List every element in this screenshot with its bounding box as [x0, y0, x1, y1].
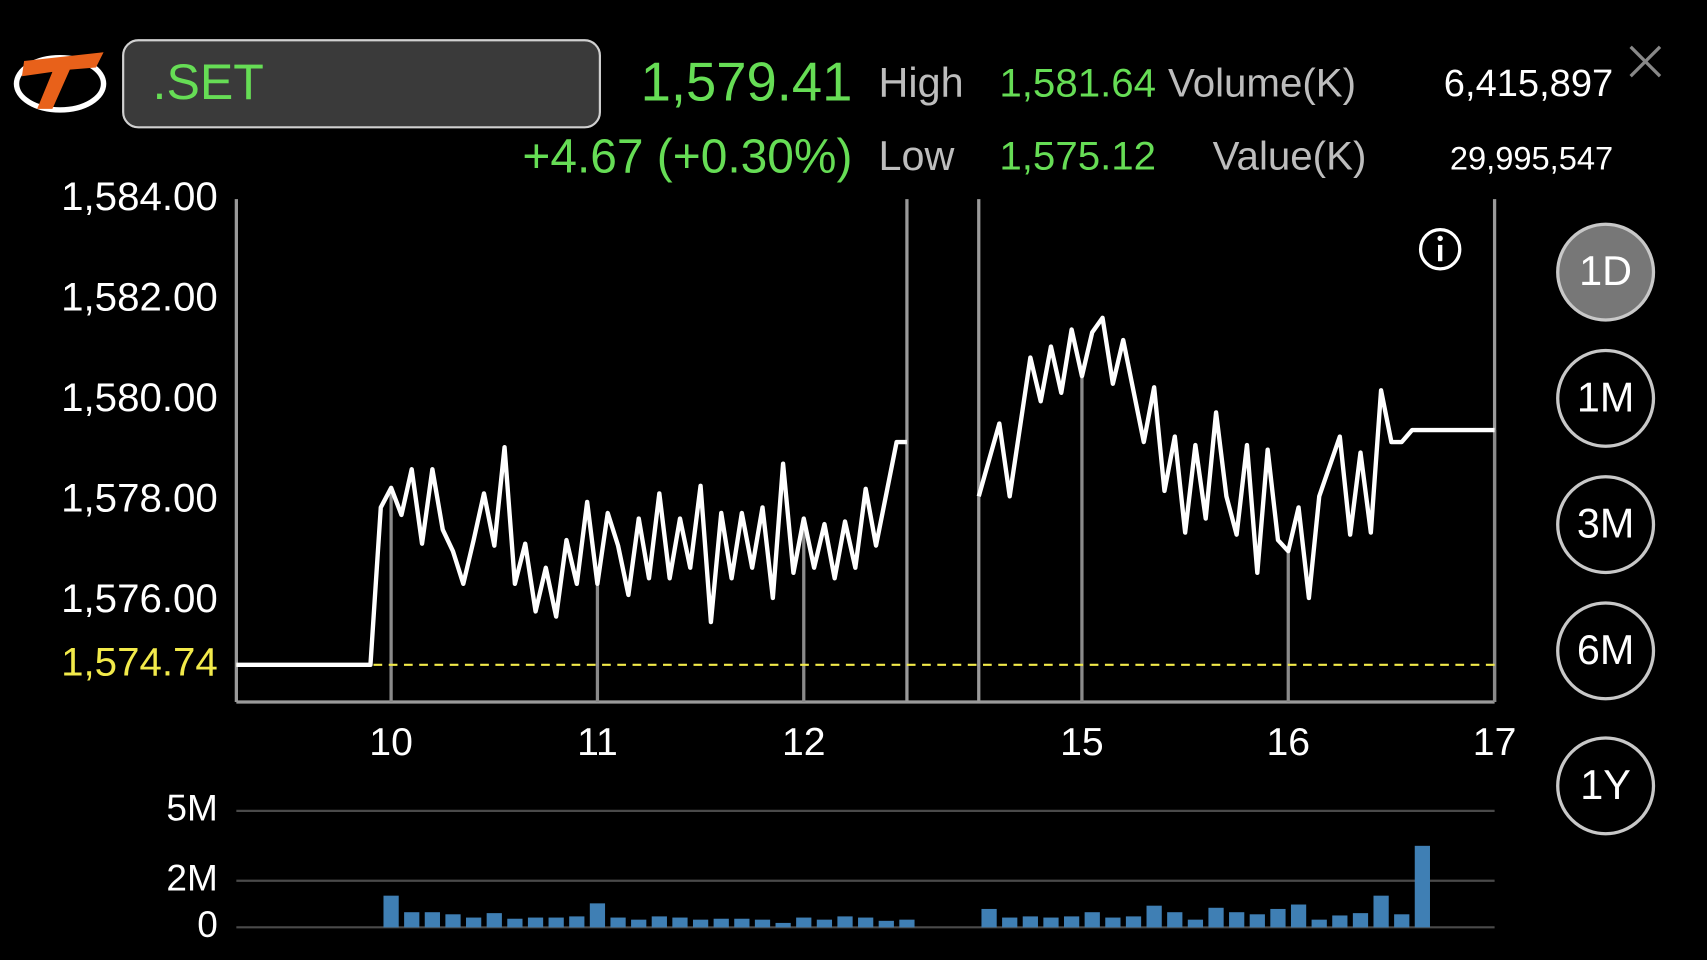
volume-bar — [796, 917, 812, 928]
volume-bar — [445, 914, 461, 928]
volume-bar — [1146, 905, 1162, 928]
volume-bar — [713, 918, 729, 928]
volume-bar — [589, 903, 606, 928]
logo — [13, 52, 107, 113]
volume-bar — [1105, 917, 1121, 928]
volume-bar — [692, 919, 709, 928]
symbol-box[interactable] — [122, 39, 601, 129]
volume-bar — [1229, 912, 1245, 928]
y-tick-label: 1,584.00 — [61, 174, 218, 219]
volume-bar — [981, 908, 997, 928]
volume-bar — [1270, 908, 1286, 928]
volume-bar — [1063, 916, 1080, 928]
low: 1,575.12 — [999, 134, 1156, 179]
y-tick-label: 1,578.00 — [61, 476, 218, 521]
close-button[interactable] — [1629, 45, 1662, 78]
period-button[interactable]: 6M — [1556, 601, 1656, 701]
period-button[interactable]: 1M — [1556, 348, 1656, 448]
volume-bar — [1084, 912, 1100, 928]
volume-bar — [1249, 914, 1265, 928]
volume-tick-label: 2M — [166, 858, 217, 899]
period-label[interactable]: 1M — [1577, 374, 1634, 420]
last-price: 1,579.41 — [641, 51, 853, 112]
volume-bar — [1352, 913, 1369, 928]
x-tick-label: 11 — [577, 721, 618, 764]
volume-bar — [527, 917, 544, 928]
period-label[interactable]: 3M — [1577, 501, 1634, 547]
volume: 6,415,897 — [1444, 63, 1613, 105]
volume-bar — [775, 922, 791, 928]
volume-bar — [569, 916, 585, 928]
period-label[interactable]: 1Y — [1580, 762, 1631, 808]
x-tick-label: 17 — [1473, 721, 1517, 764]
high-label: High — [879, 60, 964, 106]
volume-bar — [1022, 916, 1038, 928]
volume-bar — [548, 917, 564, 928]
reference-label: 1,574.74 — [61, 639, 218, 684]
volume-bar — [1125, 916, 1142, 928]
volume-bar — [1290, 904, 1307, 928]
y-tick-label: 1,576.00 — [61, 576, 218, 621]
period-button-circle[interactable] — [1556, 601, 1656, 701]
period-button-circle[interactable] — [1556, 348, 1656, 448]
volume-bar — [878, 920, 894, 928]
x-tick-label: 16 — [1266, 721, 1310, 764]
volume-bar — [1332, 915, 1348, 928]
symbol[interactable]: .SET — [153, 54, 264, 110]
volume-bar — [754, 919, 771, 928]
high: 1,581.64 — [999, 61, 1156, 106]
info-icon[interactable] — [1418, 228, 1462, 271]
volume-bar — [1208, 907, 1224, 928]
volume-bar — [383, 895, 399, 928]
volume-tick-label: 5M — [166, 788, 217, 829]
y-tick-label: 1,580.00 — [61, 375, 218, 420]
volume-bar — [1187, 919, 1204, 928]
volume-bar — [734, 918, 750, 928]
price-line — [236, 315, 1495, 667]
volume-bar — [1167, 912, 1183, 928]
period-button[interactable]: 1Y — [1556, 736, 1656, 836]
x-tick-label: 15 — [1060, 721, 1104, 764]
value-label: Value(K) — [1213, 134, 1367, 179]
plot: 1,584.00 1,582.00 1,580.00 1,578.00 1,576.00… — [61, 174, 1516, 945]
volume-bar — [631, 919, 647, 928]
volume-bar — [1373, 895, 1389, 928]
change: +4.67 (+0.30%) — [522, 131, 852, 184]
x-tick-label: 10 — [369, 721, 413, 764]
period-label[interactable]: 6M — [1577, 627, 1634, 673]
volume-bar — [858, 917, 874, 928]
volume-bar — [404, 912, 420, 928]
volume-bar — [1394, 914, 1410, 928]
volume-bar — [1002, 917, 1018, 928]
volume-label: Volume(K) — [1168, 61, 1356, 106]
volume-bar — [1311, 919, 1327, 928]
volume-bar — [816, 919, 833, 928]
volume-tick-label: 0 — [197, 904, 218, 945]
period-button[interactable]: 1D — [1556, 222, 1656, 322]
low-label: Low — [879, 133, 955, 179]
x-tick-label: 12 — [782, 721, 826, 764]
period-button-circle[interactable] — [1556, 475, 1656, 575]
volume-bar — [1043, 917, 1059, 928]
volume-bar — [837, 916, 853, 928]
period-button-circle[interactable] — [1556, 222, 1656, 322]
volume-bar — [672, 917, 688, 928]
volume-bar — [651, 916, 667, 928]
volume-bar — [486, 913, 502, 928]
volume-bar — [466, 917, 482, 928]
volume-bar — [507, 918, 523, 928]
period-button[interactable]: 3M — [1556, 475, 1656, 575]
y-tick-label: 1,582.00 — [61, 274, 218, 319]
volume-bar — [1414, 845, 1430, 928]
volume-bar — [610, 917, 626, 928]
volume-bar — [899, 919, 915, 928]
volume-bar — [424, 912, 440, 928]
period-label[interactable]: 1D — [1579, 248, 1632, 294]
period-button-circle[interactable] — [1556, 736, 1656, 836]
value: 29,995,547 — [1450, 140, 1613, 177]
